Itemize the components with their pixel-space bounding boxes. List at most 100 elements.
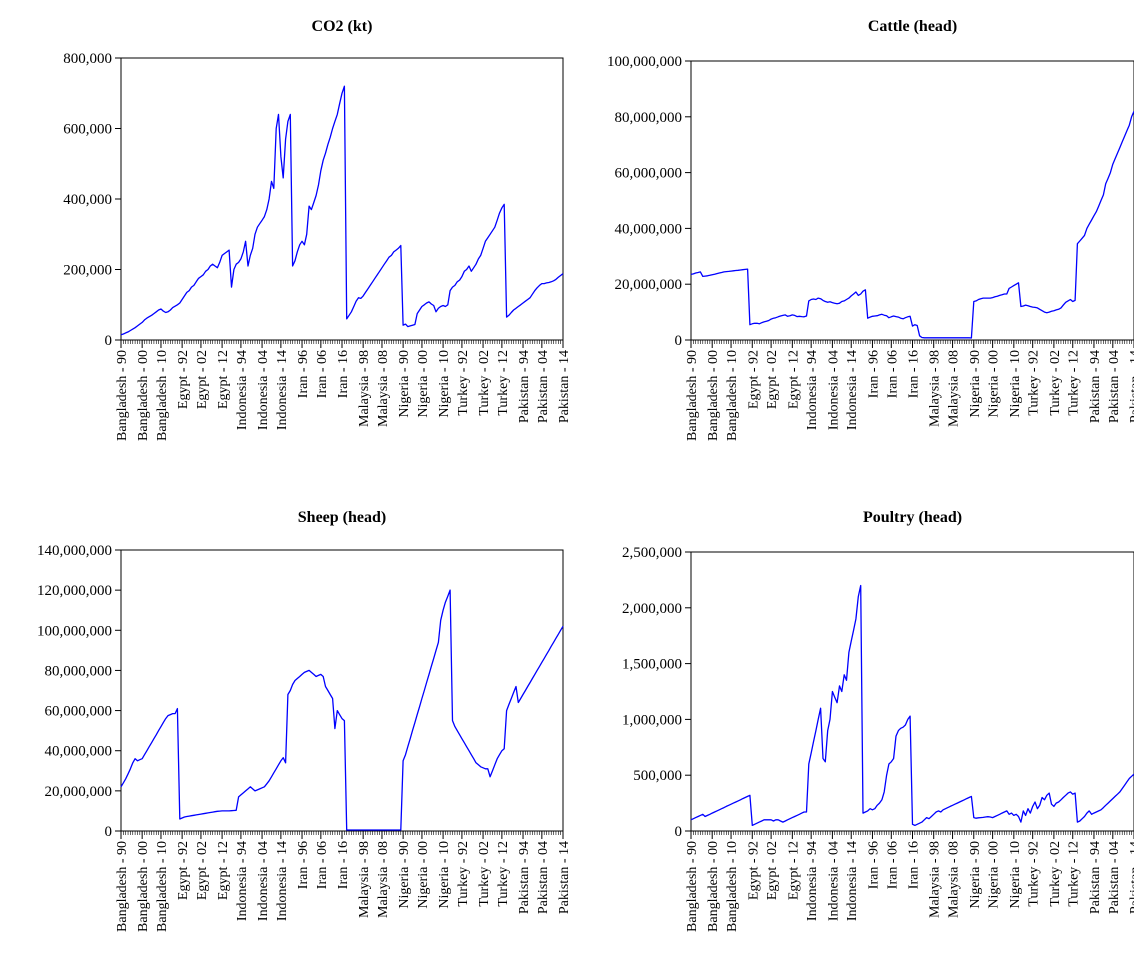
x-tick-label-indonesia-04: Indonesia - 04 [256,841,271,921]
x-tick-label-turkey-02: Turkey - 02 [477,841,492,907]
series-line [690,110,1134,339]
x-tick-label-indonesia-14: Indonesia - 14 [275,841,290,921]
x-tick-label-turkey-02: Turkey - 02 [477,350,492,416]
y-tick-label: 0 [105,333,113,349]
x-tick-label-bangladesh-10: Bangladesh - 10 [725,841,740,932]
x-tick-label-bangladesh-10: Bangladesh - 10 [155,841,170,932]
x-tick-label-indonesia-04: Indonesia - 04 [826,350,841,430]
x-tick-label-turkey-12: Turkey - 12 [1067,841,1082,907]
x-tick-label-nigeria-90: Nigeria - 90 [397,841,412,909]
y-tick-label: 60,000,000 [615,166,683,182]
x-tick-label-turkey-12: Turkey - 12 [1067,350,1082,416]
x-tick-label-malaysia-98: Malaysia - 98 [357,841,372,918]
x-tick-label-turkey-92: Turkey - 92 [1027,350,1042,416]
y-tick-label: 0 [105,824,113,840]
x-tick-label-egypt-02: Egypt - 02 [195,841,210,900]
x-tick-label-egypt-92: Egypt - 92 [746,350,761,409]
x-tick-label-pakistan-94: Pakistan - 94 [517,350,532,423]
y-tick-label: 60,000,000 [45,704,113,720]
x-tick-label-iran-06: Iran - 06 [885,350,900,398]
chart-panel-4: Poultry (head) 0 500,000 1,000,000 1,500,000… [622,509,1134,932]
y-tick-label: 100,000,000 [37,623,112,639]
x-tick-label-nigeria-10: Nigeria - 10 [1008,350,1023,418]
x-tick-label-malaysia-08: Malaysia - 08 [947,350,962,427]
chart-title: Poultry (head) [863,509,962,526]
x-tick-label-indonesia-04: Indonesia - 04 [826,841,841,921]
x-tick-label-egypt-12: Egypt - 12 [786,350,801,409]
x-tick-label-nigeria-90: Nigeria - 90 [968,350,983,418]
x-tick-label-malaysia-98: Malaysia - 98 [357,350,372,427]
x-tick-label-turkey-12: Turkey - 12 [496,350,511,416]
x-tick-label-iran-06: Iran - 06 [885,841,900,889]
y-tick-label: 40,000,000 [45,744,113,760]
x-tick-label-egypt-12: Egypt - 12 [216,841,231,900]
x-tick-label-malaysia-08: Malaysia - 08 [376,350,391,427]
x-tick-label-turkey-12: Turkey - 12 [496,841,511,907]
x-tick-label-pakistan-14: Pakistan - 14 [557,350,572,423]
chart-panel-2: Cattle (head) 0 20,000,000 40,000,000 60,000… [607,18,1134,441]
x-tick-label-nigeria-00: Nigeria - 00 [416,350,431,418]
x-tick-label-nigeria-00: Nigeria - 00 [416,841,431,909]
series-line [120,85,564,336]
x-tick-label-iran-96: Iran - 96 [296,350,311,398]
x-tick-label-bangladesh-90: Bangladesh - 90 [115,841,130,932]
x-tick-label-nigeria-10: Nigeria - 10 [1008,841,1023,909]
y-tick-label: 2,500,000 [622,545,682,561]
chart-panel-3: Sheep (head) 0 20,000,000 40,000,000 60,000,… [37,509,572,932]
x-tick-label-egypt-92: Egypt - 92 [176,350,191,409]
x-tick-label-pakistan-14: Pakistan - 14 [1128,841,1134,914]
plot-frame [120,57,564,341]
y-tick-label: 1,500,000 [622,657,682,673]
chart-title: Sheep (head) [298,509,386,526]
x-tick-label-indonesia-94: Indonesia - 94 [805,841,820,921]
x-tick-label-pakistan-04: Pakistan - 04 [1107,841,1122,914]
x-tick-label-iran-96: Iran - 96 [296,841,311,889]
x-tick-label-malaysia-98: Malaysia - 98 [928,841,943,918]
x-tick-label-bangladesh-90: Bangladesh - 90 [115,350,130,441]
x-tick-label-nigeria-00: Nigeria - 00 [987,841,1002,909]
x-tick-label-bangladesh-00: Bangladesh - 00 [706,350,721,441]
x-tick-label-turkey-92: Turkey - 92 [456,841,471,907]
y-tick-label: 100,000,000 [607,54,682,70]
x-tick-label-malaysia-08: Malaysia - 08 [376,841,391,918]
y-tick-label: 500,000 [633,768,682,784]
x-tick-label-nigeria-90: Nigeria - 90 [397,350,412,418]
x-tick-label-iran-16: Iran - 16 [907,350,922,398]
x-tick-label-indonesia-04: Indonesia - 04 [256,350,271,430]
x-tick-label-nigeria-10: Nigeria - 10 [437,841,452,909]
x-tick-label-bangladesh-10: Bangladesh - 10 [725,350,740,441]
x-tick-label-indonesia-94: Indonesia - 94 [805,350,820,430]
y-tick-label: 140,000,000 [37,543,112,559]
x-tick-label-egypt-02: Egypt - 02 [195,350,210,409]
x-tick-label-indonesia-94: Indonesia - 94 [235,350,250,430]
x-tick-label-iran-06: Iran - 06 [315,350,330,398]
x-tick-label-iran-16: Iran - 16 [907,841,922,889]
x-tick-label-bangladesh-90: Bangladesh - 90 [685,350,700,441]
x-tick-label-nigeria-00: Nigeria - 00 [987,350,1002,418]
x-tick-label-indonesia-14: Indonesia - 14 [845,841,860,921]
x-tick-label-egypt-12: Egypt - 12 [216,350,231,409]
x-tick-label-pakistan-04: Pakistan - 04 [536,841,551,914]
y-tick-label: 40,000,000 [615,221,683,237]
x-tick-label-pakistan-14: Pakistan - 14 [557,841,572,914]
series-line [120,589,564,831]
x-tick-label-bangladesh-10: Bangladesh - 10 [155,350,170,441]
x-tick-label-indonesia-94: Indonesia - 94 [235,841,250,921]
x-tick-label-pakistan-94: Pakistan - 94 [1088,350,1103,423]
x-tick-label-nigeria-90: Nigeria - 90 [968,841,983,909]
plot-frame [120,549,564,832]
series-line [690,584,1134,827]
x-tick-label-pakistan-04: Pakistan - 04 [536,350,551,423]
y-tick-label: 600,000 [63,122,112,138]
x-tick-label-iran-16: Iran - 16 [336,841,351,889]
x-tick-label-iran-96: Iran - 96 [866,350,881,398]
y-tick-label: 80,000,000 [615,110,683,126]
y-tick-label: 800,000 [63,51,112,67]
x-tick-label-iran-16: Iran - 16 [336,350,351,398]
y-tick-label: 1,000,000 [622,712,682,728]
x-tick-label-egypt-02: Egypt - 02 [765,841,780,900]
x-tick-label-egypt-92: Egypt - 92 [176,841,191,900]
x-tick-label-nigeria-10: Nigeria - 10 [437,350,452,418]
x-tick-label-egypt-92: Egypt - 92 [746,841,761,900]
